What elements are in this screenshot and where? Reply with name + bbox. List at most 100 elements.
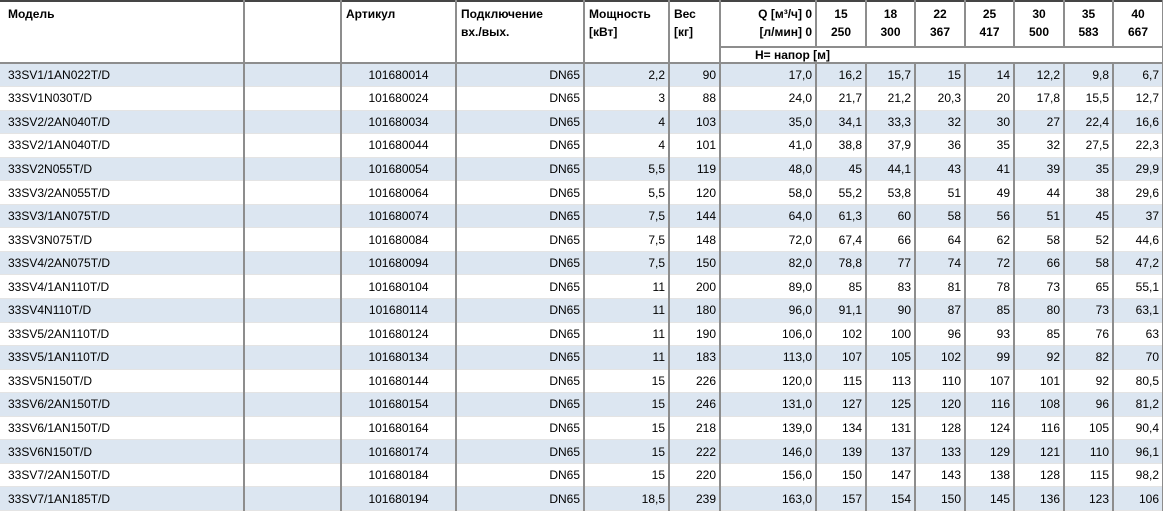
head-value-cell: 38,8	[816, 133, 867, 158]
head-value-cell: 60	[866, 204, 916, 229]
empty-cell	[244, 180, 342, 205]
empty-cell	[244, 345, 342, 370]
head-value-cell: 41	[965, 157, 1015, 182]
flow-m3h: 30	[1032, 7, 1046, 21]
weight-header-line1: Вес	[674, 7, 696, 21]
head-value-cell: 15,7	[866, 63, 916, 88]
col-header-flow-35: 35 583	[1064, 1, 1114, 48]
head-value-cell: 113	[866, 369, 916, 394]
head-value-cell: 115	[1064, 463, 1114, 488]
col-header-flow-15: 15 250	[816, 1, 867, 48]
head-value-cell: 12,2	[1014, 63, 1065, 88]
head-value-cell: 96,0	[720, 298, 817, 323]
head-value-cell: 22,3	[1113, 133, 1163, 158]
head-value-cell: 156,0	[720, 463, 817, 488]
model-cell: 33SV2/2AN040T/D	[0, 110, 245, 135]
head-value-cell: 63	[1113, 322, 1163, 347]
head-value-cell: 120,0	[720, 369, 817, 394]
head-value-cell: 110	[1064, 439, 1114, 464]
power-cell: 15	[584, 369, 670, 394]
head-value-cell: 22,4	[1064, 110, 1114, 135]
empty-cell	[244, 298, 342, 323]
head-value-cell: 16,6	[1113, 110, 1163, 135]
head-value-cell: 66	[1014, 251, 1065, 276]
head-value-cell: 91,1	[816, 298, 867, 323]
head-value-cell: 58	[1064, 251, 1114, 276]
model-cell: 33SV5/2AN110T/D	[0, 322, 245, 347]
model-cell: 33SV5N150T/D	[0, 369, 245, 394]
head-value-cell: 15	[915, 63, 966, 88]
weight-cell: 246	[669, 392, 721, 417]
empty-cell	[244, 463, 342, 488]
power-header-line1: Мощность	[589, 7, 651, 21]
flow-m3h: 40	[1131, 7, 1145, 21]
head-value-cell: 78	[965, 274, 1015, 299]
flow-m3h: 25	[982, 7, 997, 21]
article-cell: 101680144	[341, 369, 457, 394]
head-value-cell: 65	[1064, 274, 1114, 299]
col-header-weight: Вес [кг]	[669, 1, 721, 64]
table-row: 33SV2N055T/D 101680054 DN65 5,5 119 48,0…	[0, 157, 1163, 182]
model-cell: 33SV3/1AN075T/D	[0, 204, 245, 229]
weight-cell: 218	[669, 416, 721, 441]
power-cell: 7,5	[584, 204, 670, 229]
weight-cell: 119	[669, 157, 721, 182]
head-value-cell: 74	[915, 251, 966, 276]
head-value-cell: 93	[965, 322, 1015, 347]
power-cell: 11	[584, 274, 670, 299]
table-row: 33SV5/1AN110T/D 101680134 DN65 11 183 11…	[0, 345, 1163, 370]
head-value-cell: 24,0	[720, 86, 817, 111]
col-header-flow-25: 25 417	[965, 1, 1015, 48]
empty-cell	[244, 369, 342, 394]
weight-cell: 239	[669, 486, 721, 511]
head-value-cell: 146,0	[720, 439, 817, 464]
empty-cell	[244, 86, 342, 111]
head-value-cell: 58,0	[720, 180, 817, 205]
table-header: Модель Артикул Подключение вх./вых. Мощн…	[0, 1, 1163, 64]
power-cell: 18,5	[584, 486, 670, 511]
head-value-cell: 139,0	[720, 416, 817, 441]
head-value-cell: 139	[816, 439, 867, 464]
connection-cell: DN65	[456, 204, 585, 229]
col-header-article: Артикул	[341, 1, 457, 64]
head-value-cell: 98,2	[1113, 463, 1163, 488]
head-value-cell: 64	[915, 227, 966, 252]
head-value-cell: 27	[1014, 110, 1065, 135]
q-header-line2: [л/мин] 0	[759, 25, 812, 39]
table-row: 33SV1/1AN022T/D 101680014 DN65 2,2 90 17…	[0, 63, 1163, 88]
head-value-cell: 145	[965, 486, 1015, 511]
head-value-cell: 85	[1014, 322, 1065, 347]
weight-cell: 190	[669, 322, 721, 347]
head-value-cell: 43	[915, 157, 966, 182]
article-cell: 101680044	[341, 133, 457, 158]
table-body: 33SV1/1AN022T/D 101680014 DN65 2,2 90 17…	[0, 63, 1163, 511]
head-value-cell: 61,3	[816, 204, 867, 229]
head-value-cell: 101	[1014, 369, 1065, 394]
empty-cell	[244, 486, 342, 511]
head-value-cell: 81	[915, 274, 966, 299]
head-value-cell: 73	[1064, 298, 1114, 323]
head-value-cell: 9,8	[1064, 63, 1114, 88]
head-value-cell: 125	[866, 392, 916, 417]
head-value-cell: 73	[1014, 274, 1065, 299]
head-value-cell: 53,8	[866, 180, 916, 205]
head-value-cell: 45	[816, 157, 867, 182]
head-value-cell: 85	[965, 298, 1015, 323]
connection-cell: DN65	[456, 86, 585, 111]
article-cell: 101680154	[341, 392, 457, 417]
head-value-cell: 14	[965, 63, 1015, 88]
article-cell: 101680104	[341, 274, 457, 299]
empty-cell	[244, 204, 342, 229]
head-value-cell: 131,0	[720, 392, 817, 417]
head-value-cell: 35	[1064, 157, 1114, 182]
connection-cell: DN65	[456, 110, 585, 135]
flow-lmin: 300	[880, 25, 901, 39]
head-value-cell: 138	[965, 463, 1015, 488]
connection-cell: DN65	[456, 416, 585, 441]
flow-lmin: 367	[929, 25, 951, 39]
connection-cell: DN65	[456, 298, 585, 323]
head-value-cell: 92	[1014, 345, 1065, 370]
head-value-cell: 44,1	[866, 157, 916, 182]
